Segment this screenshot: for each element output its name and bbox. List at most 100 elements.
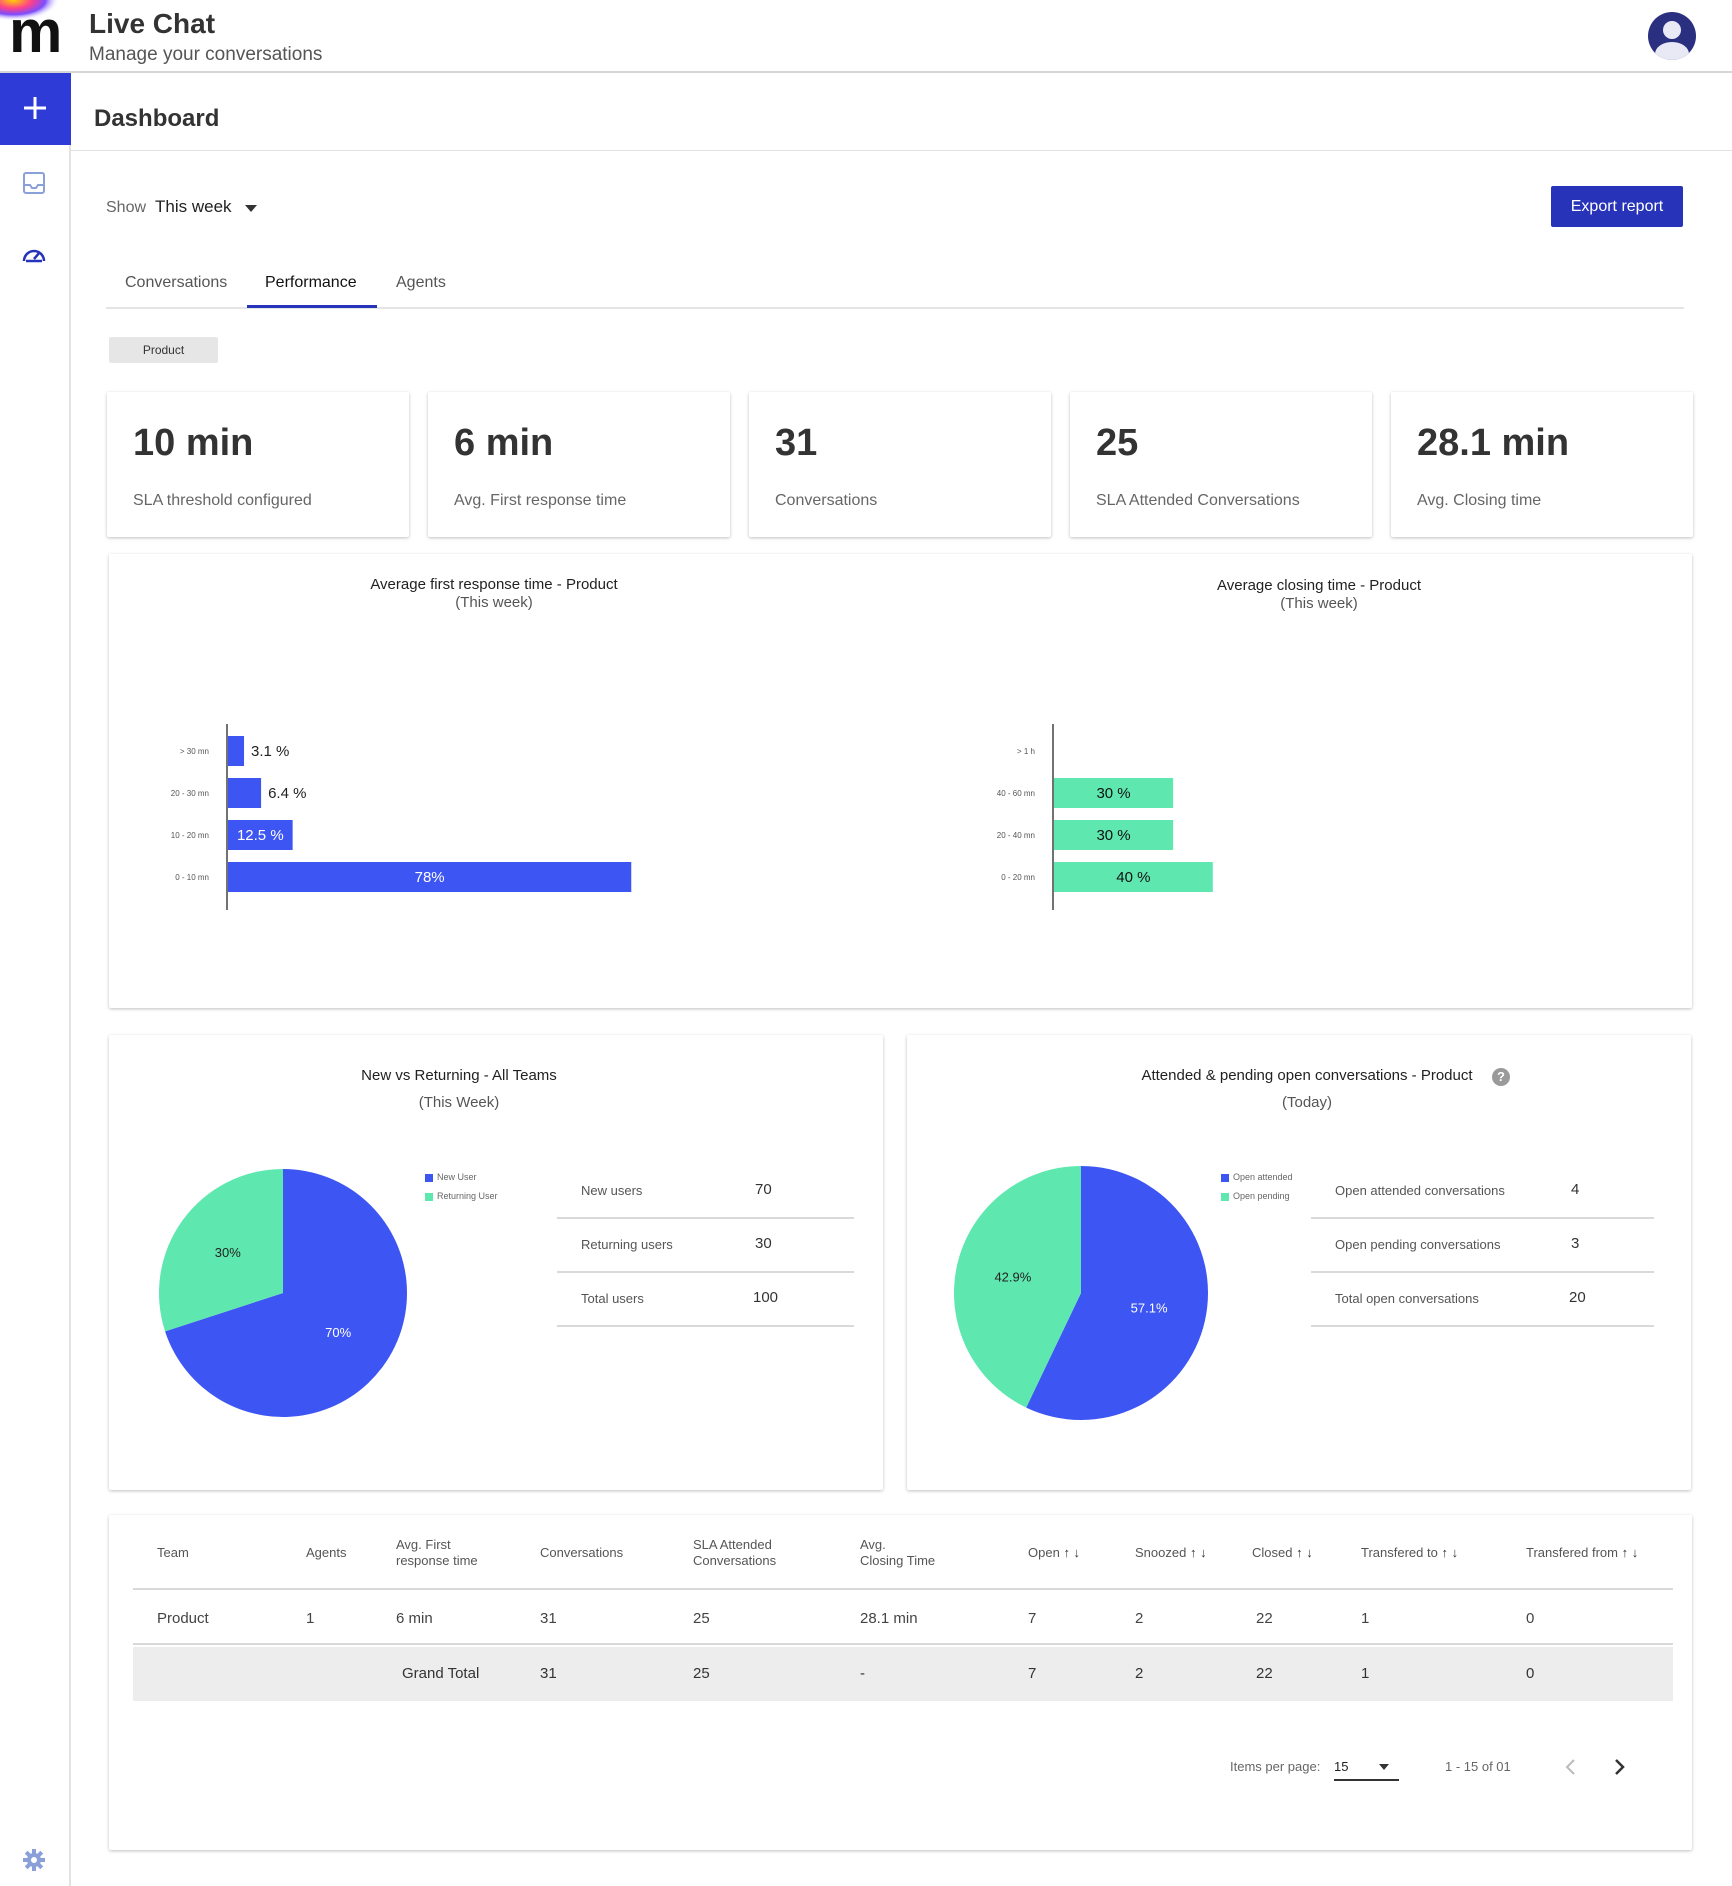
stat-card-sla-threshold: 10 min SLA threshold configured [107,392,409,537]
stat-label: Avg. First response time [454,492,627,509]
bar [1054,862,1213,892]
data-label: 78% [415,869,445,886]
items-per-page-select[interactable]: 15 [1334,1755,1399,1781]
stat-value: 10 min [133,422,254,464]
inbox-icon[interactable] [20,169,48,197]
dashboard-gauge-icon[interactable] [20,241,48,269]
data-label: 12.5 % [237,827,284,844]
new-vs-returning-card: New vs Returning - All Teams (This Week)… [109,1035,883,1490]
col-header-transfered-to[interactable]: Transfered to ↑ ↓ [1361,1545,1459,1560]
table-row: Total users 100 [557,1273,854,1327]
pie-slice [158,1169,283,1332]
tab-bar: Conversations Performance Agents [106,262,1684,309]
cell-open: 7 [1028,1665,1037,1682]
new-conversation-button[interactable] [0,73,71,145]
chart-subtitle: (This Week) [418,1094,500,1111]
bar [228,820,293,850]
page-header: Dashboard [71,73,1732,151]
stat-card-closing-time: 28.1 min Avg. Closing time [1391,392,1693,537]
tick-label: 40 - 60 mn [997,789,1035,798]
col-header-closed[interactable]: Closed ↑ ↓ [1252,1545,1313,1560]
col-header-first-response: Avg. First response time [396,1537,478,1568]
slice-label: 70% [325,1325,351,1340]
cell-conversations: 31 [540,1665,557,1682]
row-label: Total users [581,1291,644,1306]
tab-performance[interactable]: Performance [265,274,357,291]
brand-logo: m [0,0,66,62]
active-tab-indicator [247,305,377,308]
legend-swatch [1221,1192,1229,1201]
first-response-bar-chart: > 30 mn 3.1 % 20 - 30 mn 6.4 % 10 - 20 mn 12.… [171,724,632,910]
caret-down-icon [1379,1764,1389,1770]
table-row: Product 1 6 min 31 25 28.1 min 7 2 22 1 … [133,1590,1673,1645]
col-header-closing-time: Avg. Closing Time [860,1537,936,1568]
sort-arrows-icon: ↑ ↓ [1621,1545,1639,1560]
tick-label: > 1 h [1017,747,1035,756]
col-header-conversations: Conversations [540,1545,624,1560]
sort-arrows-icon: ↑ ↓ [1189,1545,1207,1560]
tab-conversations[interactable]: Conversations [125,274,228,291]
table-row: Open pending conversations 3 [1311,1219,1654,1273]
slice-label: 42.9% [994,1270,1031,1285]
tab-agents[interactable]: Agents [396,274,446,291]
period-select[interactable]: This week [155,197,232,216]
grand-total-row: Grand Total 31 25 - 7 2 22 1 0 [133,1647,1673,1701]
chart-title: Average closing time - Product [1217,577,1421,594]
sort-arrows-icon: ↑ ↓ [1063,1545,1081,1560]
bar [228,736,245,766]
col-header-open[interactable]: Open ↑ ↓ [1028,1545,1081,1560]
legend-label: Open pending [1233,1191,1290,1201]
col-header-snoozed[interactable]: Snoozed ↑ ↓ [1135,1545,1207,1560]
legend-item: Open pending [1221,1191,1290,1201]
sort-arrows-icon: ↑ ↓ [1296,1545,1313,1560]
settings-gear-icon[interactable] [20,1846,48,1874]
team-chip[interactable]: Product [109,337,218,363]
cell-closed: 22 [1256,1610,1273,1627]
chart-subtitle: (Today) [1281,1094,1333,1111]
export-report-button[interactable]: Export report [1551,186,1683,227]
data-label: 30 % [1096,827,1130,844]
col-header-transfered-from[interactable]: Transfered from ↑ ↓ [1526,1545,1639,1560]
cell-conversations: 31 [540,1610,557,1627]
slice-label: 57.1% [1131,1300,1168,1315]
app-subtitle: Manage your conversations [89,44,323,65]
user-avatar[interactable] [1648,12,1696,60]
chart-title: Average first response time - Product [370,576,618,593]
cell-transfered-from: 0 [1526,1665,1535,1682]
sort-arrows-icon: ↑ ↓ [1441,1545,1459,1560]
row-value: 20 [1569,1289,1586,1306]
table-row: Total open conversations 20 [1311,1273,1654,1327]
logo-color-burst [0,0,66,30]
cell-first-response: 6 min [396,1610,433,1627]
stat-value: 6 min [454,422,554,464]
caret-down-icon[interactable] [245,205,257,212]
data-label: 3.1 % [251,743,289,760]
cell-transfered-to: 1 [1361,1610,1370,1627]
row-label: Open attended conversations [1335,1183,1505,1198]
chevron-right-icon[interactable] [1609,1755,1629,1779]
cell-closed: 22 [1256,1665,1273,1682]
cell-agents: 1 [306,1610,315,1627]
row-label: Returning users [581,1237,673,1252]
row-label: Total open conversations [1335,1291,1479,1306]
bar [1054,778,1174,808]
cell-sla-attended: 25 [693,1610,710,1627]
chevron-left-icon[interactable] [1561,1755,1581,1779]
row-value: 70 [755,1181,772,1198]
chart-subtitle: (This week) [1280,595,1358,612]
legend-swatch [425,1192,433,1201]
cell-transfered-from: 0 [1526,1610,1535,1627]
row-label: New users [581,1183,643,1198]
data-label: 40 % [1116,869,1150,886]
row-value: 4 [1571,1181,1580,1198]
cell-sla-attended: 25 [693,1665,710,1682]
help-icon[interactable]: ? [1492,1068,1510,1086]
col-header-sla-attended: SLA Attended Conversations [693,1537,777,1568]
row-value: 100 [753,1289,779,1306]
chart-title: Attended & pending open conversations - … [1141,1067,1473,1084]
user-icon [1655,21,1689,60]
stat-value: 31 [775,422,818,464]
cell-team: Product [157,1610,209,1627]
closing-time-bar-chart: > 1 h 40 - 60 mn 30 % 20 - 40 mn 30 % 0 - 20 … [997,724,1213,910]
stat-label: SLA threshold configured [133,492,312,509]
